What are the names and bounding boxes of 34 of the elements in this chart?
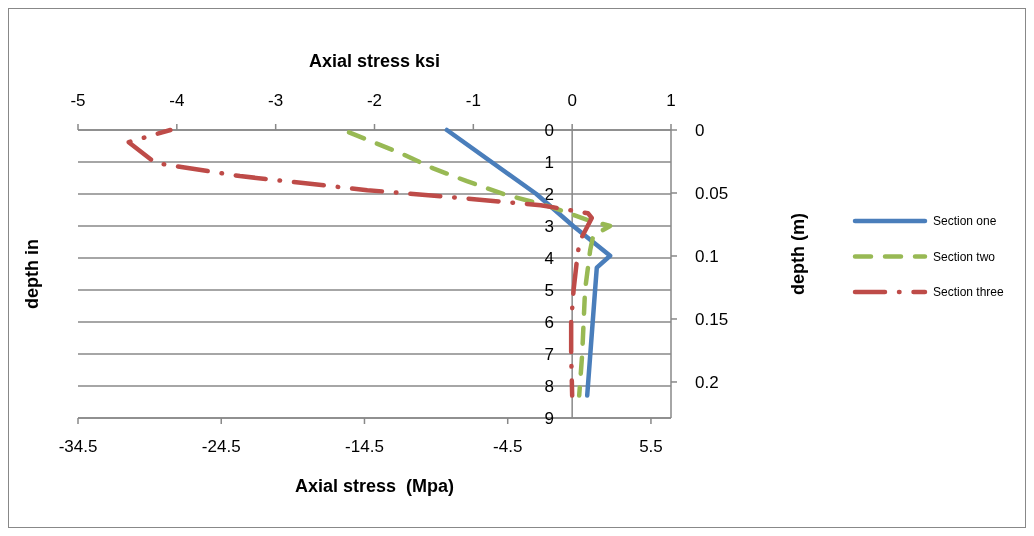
y2-tick-label: 0.1 bbox=[695, 246, 719, 266]
text: Section three bbox=[933, 285, 1005, 299]
x2-axis-title: Axial stress ksi bbox=[308, 51, 441, 71]
y-tick-label: 2 bbox=[544, 185, 554, 204]
x2-tick-label: 0 bbox=[567, 91, 577, 110]
x-tick-label: 5.5 bbox=[639, 437, 663, 456]
y2-tick-label: 0.15 bbox=[695, 309, 729, 329]
y-tick-label: 0 bbox=[544, 121, 554, 140]
x-tick-label: -34.5 bbox=[58, 437, 98, 456]
y-tick-label: 1 bbox=[544, 153, 554, 172]
x2-tick-label: -3 bbox=[268, 91, 284, 110]
text: Section two bbox=[933, 249, 996, 264]
x2-tick-label: -1 bbox=[465, 91, 481, 110]
y2-axis-title: depth (m) bbox=[788, 213, 808, 295]
y-tick-label: 6 bbox=[544, 313, 554, 332]
y2-tick-label: 0.2 bbox=[695, 372, 719, 392]
y-tick-label: 7 bbox=[544, 345, 554, 364]
x-tick-label: -24.5 bbox=[201, 437, 241, 456]
y-axis-title: depth in bbox=[22, 239, 42, 309]
text: Section one bbox=[933, 214, 997, 228]
x2-tick-label: -2 bbox=[366, 91, 383, 110]
y2-tick-label: 0 bbox=[695, 121, 705, 140]
y2-tick-label: 0.05 bbox=[695, 183, 729, 203]
x-tick-label: -4.5 bbox=[493, 437, 523, 456]
x2-tick-label: -4 bbox=[169, 91, 185, 110]
y-tick-label: 5 bbox=[544, 281, 554, 300]
y-tick-label: 9 bbox=[544, 409, 554, 428]
x2-tick-label: 1 bbox=[666, 91, 676, 110]
y-tick-label: 3 bbox=[544, 217, 554, 236]
y-tick-label: 4 bbox=[544, 249, 554, 268]
y-tick-label: 8 bbox=[544, 377, 554, 396]
x2-tick-label: -5 bbox=[70, 91, 86, 110]
x-axis-title: Axial stress (Mpa) bbox=[294, 476, 455, 496]
x-tick-label: -14.5 bbox=[345, 437, 384, 456]
